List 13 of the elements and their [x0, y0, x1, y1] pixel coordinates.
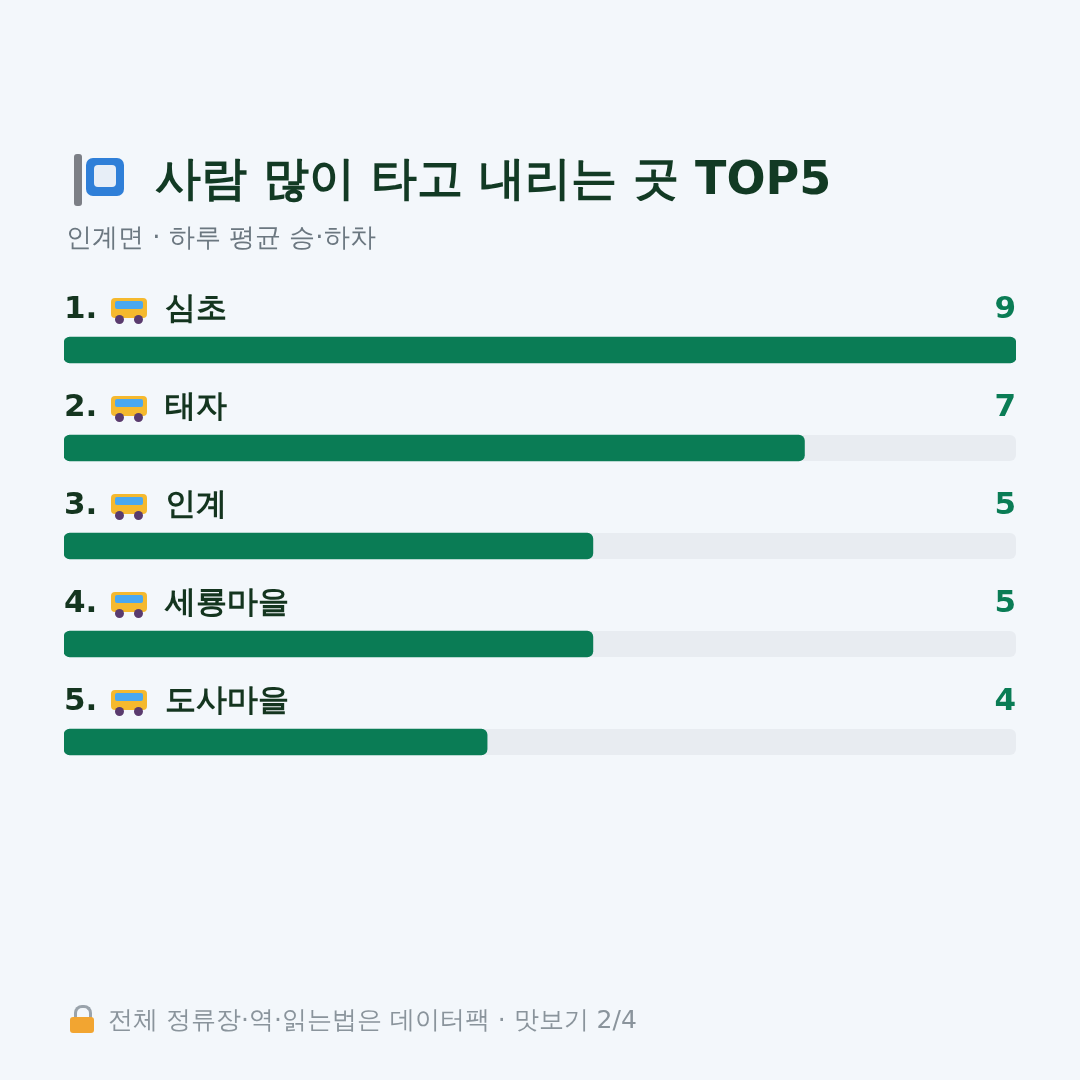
data-label: 4 [994, 681, 1016, 718]
data-label: 5 [994, 485, 1016, 522]
data-label: 7 [994, 387, 1016, 424]
category-label: 1. 심초 [64, 289, 228, 326]
chart-subtitle: 인계면 · 하루 평균 승·하차 [66, 221, 376, 254]
chart-title: 사람 많이 타고 내리는 곳 TOP5 [155, 150, 832, 207]
category-label: 2. 태자 [64, 387, 228, 424]
category-label: 4. 세룡마을 [64, 583, 290, 620]
data-label: 5 [994, 583, 1016, 620]
data-label: 9 [994, 289, 1016, 326]
category-label: 5. 도사마을 [64, 681, 290, 718]
text: 전체 정류장·역·읽는법은 데이터팩 · 맛보기 2/4 [108, 1004, 637, 1036]
category-label: 3. 인계 [64, 485, 228, 522]
